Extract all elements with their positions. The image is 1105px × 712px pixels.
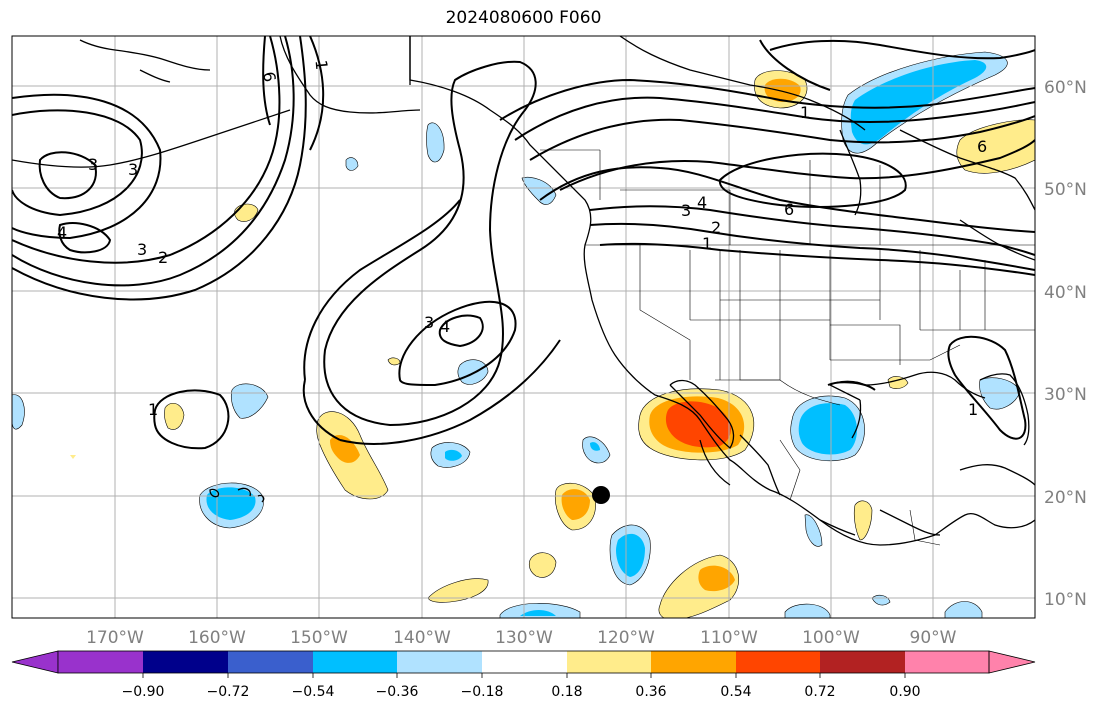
longitude-labels: 170°W 160°W 150°W 140°W 130°W 120°W 110°… bbox=[86, 628, 957, 648]
colorbar: −0.90 −0.72 −0.54 −0.36 −0.18 0.18 0.36 … bbox=[11, 650, 1036, 700]
coastlines bbox=[12, 36, 1035, 546]
contour-label: 3 bbox=[424, 313, 434, 332]
positive-anomaly-baja-max bbox=[665, 401, 732, 448]
negative-anomaly-canada-core bbox=[850, 60, 987, 145]
colorbar-segment bbox=[58, 651, 143, 673]
lon-label: 110°W bbox=[700, 628, 758, 648]
lon-label: 140°W bbox=[393, 628, 451, 648]
negative-anomaly-gulf-core bbox=[798, 403, 857, 455]
colorbar-segment bbox=[736, 651, 820, 673]
contour-label: 4 bbox=[697, 193, 707, 212]
contour-label: 4 bbox=[440, 317, 450, 336]
colorbar-extend-high bbox=[988, 650, 1036, 674]
colorbar-tick-label: 0.72 bbox=[804, 684, 835, 700]
map-frame bbox=[11, 35, 1036, 619]
contour-label-group: 6 1 3 3 2 3 4 3 4 1 1 4 3 2 1 6 6 1 bbox=[57, 59, 987, 419]
colorbar-tick-label: −0.90 bbox=[122, 684, 165, 700]
lon-label: 130°W bbox=[495, 628, 553, 648]
colorbar-tick-label: −0.18 bbox=[461, 684, 504, 700]
lat-label: 40°N bbox=[1044, 283, 1087, 303]
storm-marker bbox=[592, 486, 610, 504]
colorbar-tick-label: 0.36 bbox=[635, 684, 666, 700]
colorbar-segment bbox=[313, 651, 397, 673]
colorbar-segment bbox=[143, 651, 228, 673]
map-title: 2024080600 F060 bbox=[445, 8, 602, 28]
contour-label: 1 bbox=[800, 103, 810, 122]
contour-label: 2 bbox=[711, 218, 721, 237]
contour-label: 3 bbox=[681, 201, 691, 220]
contour-label: 2 bbox=[158, 248, 168, 267]
contour-label: 3 bbox=[88, 155, 98, 174]
colorbar-segment bbox=[905, 651, 989, 673]
colorbar-tick-label: 0.54 bbox=[720, 684, 751, 700]
colorbar-segment bbox=[651, 651, 736, 673]
colorbar-segment bbox=[567, 651, 651, 673]
lat-label: 60°N bbox=[1044, 78, 1087, 98]
contour-lines bbox=[12, 36, 1035, 450]
colorbar-tick-label: −0.36 bbox=[376, 684, 419, 700]
colorbar-segment bbox=[228, 651, 313, 673]
contour-label: 3 bbox=[128, 160, 138, 179]
colorbar-segment bbox=[820, 651, 905, 673]
gridlines bbox=[12, 36, 1035, 618]
lon-label: 90°W bbox=[910, 628, 957, 648]
lon-label: 100°W bbox=[802, 628, 860, 648]
colorbar-tick-label: 0.18 bbox=[551, 684, 582, 700]
colorbar-extend-low bbox=[11, 650, 59, 674]
lat-label: 10°N bbox=[1044, 590, 1087, 610]
colorbar-segment bbox=[397, 651, 482, 673]
contour-label: 6 bbox=[784, 200, 794, 219]
latitude-labels: 60°N 50°N 40°N 30°N 20°N 10°N bbox=[1044, 78, 1087, 610]
contour-label: 1 bbox=[312, 59, 332, 71]
contour-label: 1 bbox=[968, 400, 978, 419]
contour-label: 1 bbox=[148, 400, 158, 419]
lat-label: 50°N bbox=[1044, 180, 1087, 200]
contour-label: 3 bbox=[137, 240, 147, 259]
lat-label: 20°N bbox=[1044, 488, 1087, 508]
colorbar-tick-label: −0.72 bbox=[207, 684, 250, 700]
lon-label: 120°W bbox=[597, 628, 655, 648]
lon-label: 170°W bbox=[86, 628, 144, 648]
colorbar-tick-label: 0.90 bbox=[889, 684, 920, 700]
map-panel: 6 1 3 3 2 3 4 3 4 1 1 4 3 2 1 6 6 1 bbox=[12, 36, 1035, 618]
lon-label: 160°W bbox=[188, 628, 246, 648]
contour-label: 6 bbox=[977, 137, 987, 156]
contour-label: 6 bbox=[259, 70, 279, 83]
lon-label: 150°W bbox=[290, 628, 348, 648]
contour-label: 1 bbox=[702, 234, 712, 253]
lat-label: 30°N bbox=[1044, 385, 1087, 405]
colorbar-segment bbox=[482, 651, 567, 673]
contour-label: 4 bbox=[57, 223, 67, 242]
anomaly-shading bbox=[12, 51, 1035, 618]
colorbar-tick-label: −0.54 bbox=[292, 684, 335, 700]
